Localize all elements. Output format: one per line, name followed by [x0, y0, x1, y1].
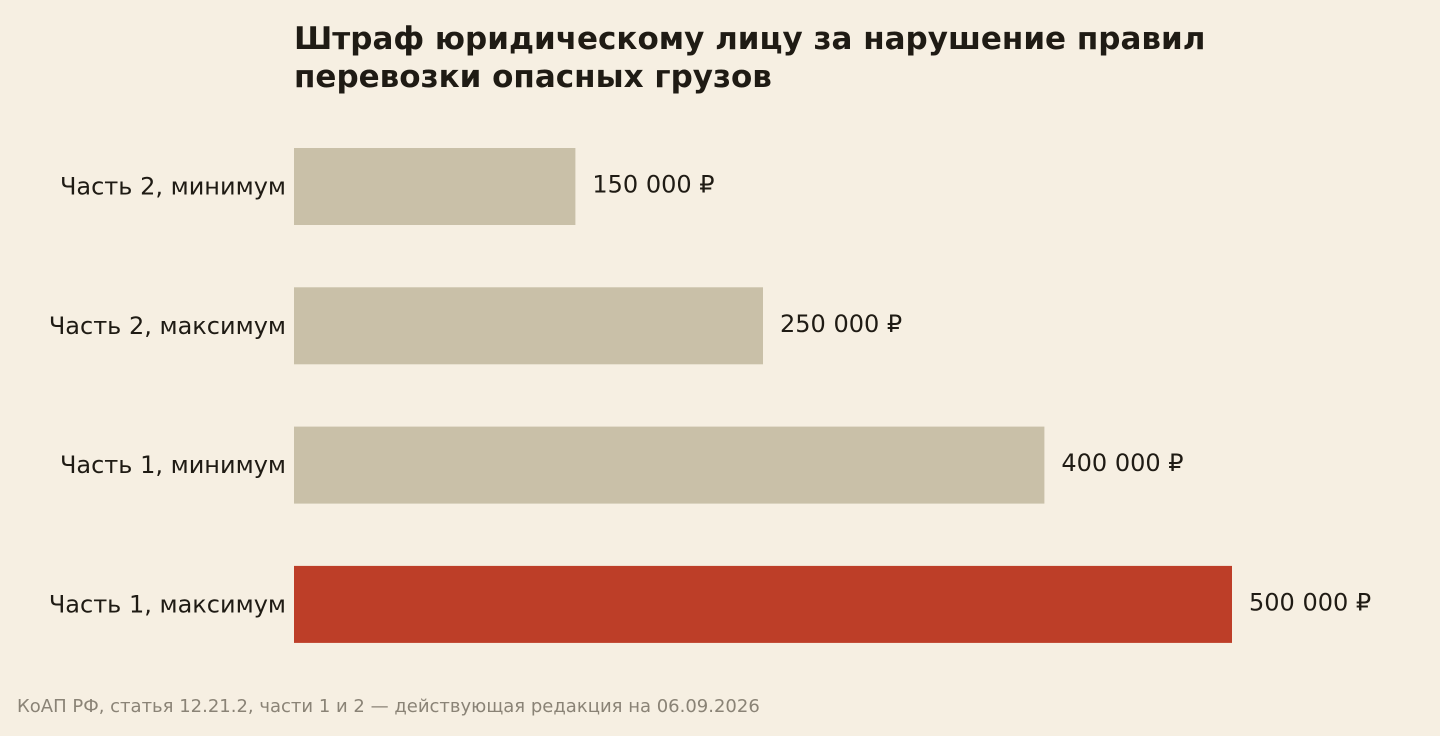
value-label-4: 500 000 ₽: [1249, 588, 1371, 616]
value-label-3: 400 000 ₽: [1061, 449, 1183, 477]
value-label-2: 250 000 ₽: [780, 310, 902, 338]
bar-4: [294, 565, 1232, 643]
category-label-3: Часть 1, минимум: [60, 451, 286, 479]
bar-2: [294, 287, 763, 365]
category-label-2: Часть 2, максимум: [49, 312, 286, 340]
chart-title-line-1: Штраф юридическому лицу за нарушение пра…: [294, 21, 1206, 57]
category-label-4: Часть 1, максимум: [49, 590, 286, 618]
bar-chart: Часть 2, минимум 150 000 ₽ Часть 2, максим…: [49, 148, 1371, 643]
chart-title-line-2: перевозки опасных грузов: [294, 59, 772, 95]
source-note: КоАП РФ, статья 12.21.2, части 1 и 2 — д…: [17, 696, 760, 717]
bar-1: [294, 148, 576, 225]
bar-3: [294, 426, 1045, 504]
chart-title: Штраф юридическому лицу за нарушение пра…: [294, 20, 1374, 96]
category-label-1: Часть 2, минимум: [60, 173, 286, 201]
value-label-1: 150 000 ₽: [592, 171, 714, 199]
